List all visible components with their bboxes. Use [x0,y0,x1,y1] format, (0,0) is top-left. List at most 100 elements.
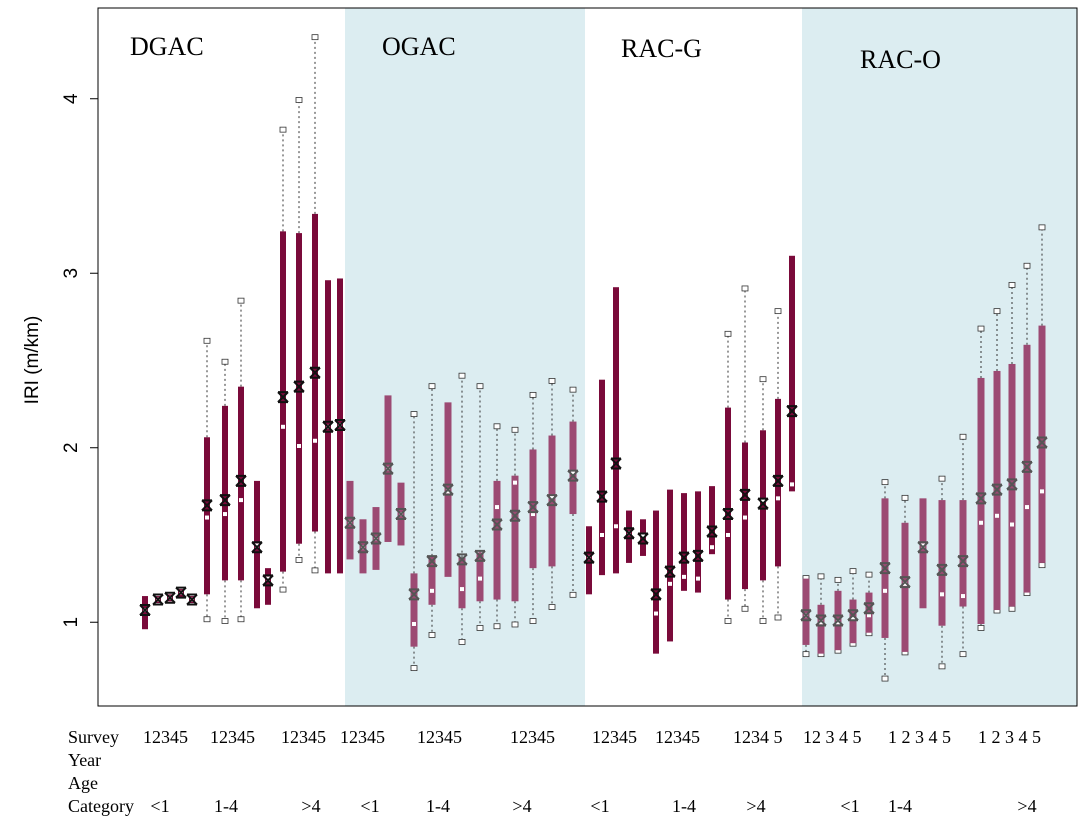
whisker-cap [1038,562,1046,569]
mean-marker [832,614,844,627]
mean-marker [408,588,420,601]
whisker-cap [511,426,519,433]
mean-marker [692,549,704,562]
box [760,430,766,581]
whisker-cap [849,568,857,575]
row-label: Category [68,796,134,816]
median [654,611,658,616]
survey-year-label: 12345 [655,727,700,747]
mean-marker [739,488,751,501]
whisker-cap [458,639,466,645]
box [653,510,659,654]
whisker-cap [237,616,245,623]
mean-marker [847,609,859,622]
age-category-label: 1-4 [426,796,450,816]
mean-marker [186,593,198,606]
whisker-cap [476,383,484,390]
box [458,557,466,609]
median [743,515,747,520]
whisker-cap [741,285,749,292]
mean-marker [344,516,356,529]
whisker-cap [1008,282,1016,288]
median [412,621,416,626]
whisker-cap [724,618,732,624]
mean-marker [957,555,969,568]
median [495,505,499,510]
survey-year-label: 12345 [510,727,555,747]
median [281,424,285,429]
whisker-cap [295,557,303,563]
median [696,576,700,581]
median [790,482,794,487]
whisker-cap [548,604,556,610]
mean-marker [442,483,454,496]
box [569,421,577,515]
whisker-cap [774,308,782,315]
group-title: OGAC [382,32,456,61]
mean-marker [583,551,595,564]
box [1023,344,1031,593]
mean-marker [772,474,784,487]
whisker-cap [569,591,577,598]
mean-marker [370,532,382,545]
age-category-label: <1 [150,796,169,816]
median [446,489,450,494]
survey-year-label: 1 2 3 4 5 [978,727,1041,747]
age-category-label: >4 [301,796,320,816]
mean-marker [1036,436,1048,449]
whisker-cap [817,573,825,580]
mean-marker [917,541,929,554]
age-category-label: <1 [360,796,379,816]
whisker-cap [977,325,985,332]
whisker-cap [237,297,245,304]
median [255,543,259,548]
box [410,573,418,647]
mean-marker [262,574,274,587]
mean-marker [164,591,176,604]
whisker-cap [458,372,466,379]
whisker-cap [511,621,519,628]
whisker-cap [724,330,732,337]
mean-marker [293,380,305,393]
median [239,498,243,503]
box [428,555,436,605]
median [614,524,618,529]
y-tick-label: 2 [61,442,82,453]
age-category-label: >4 [1017,796,1036,816]
survey-year-label: 12345 [143,727,188,747]
whisker-cap [1023,262,1031,269]
mean-marker [1006,478,1018,491]
box [529,449,537,569]
survey-year-label: 1 2 3 4 5 [888,727,951,747]
mean-marker [546,494,558,507]
box [849,599,857,644]
mean-marker [395,508,407,521]
median [531,512,535,517]
mean-marker [664,565,676,578]
whisker-cap [993,308,1001,315]
mean-marker [219,494,231,507]
box [346,480,354,560]
box [775,398,781,567]
box [238,386,244,581]
median [297,443,301,448]
whisker-cap [493,623,501,630]
whisker-cap [203,616,211,623]
mean-marker [456,553,468,566]
whisker-cap [529,391,537,398]
mean-marker [596,490,608,503]
median [513,480,517,485]
box [511,475,519,602]
box [493,480,501,600]
age-category-label: 1-4 [214,796,238,816]
mean-marker [786,405,798,418]
survey-year-label: 12345 [210,727,255,747]
median [995,513,999,518]
group-title: RAC-G [621,34,702,63]
whisker-cap [1008,605,1016,612]
box [817,604,825,654]
box [802,578,810,645]
median [776,496,780,501]
median [1010,522,1014,527]
